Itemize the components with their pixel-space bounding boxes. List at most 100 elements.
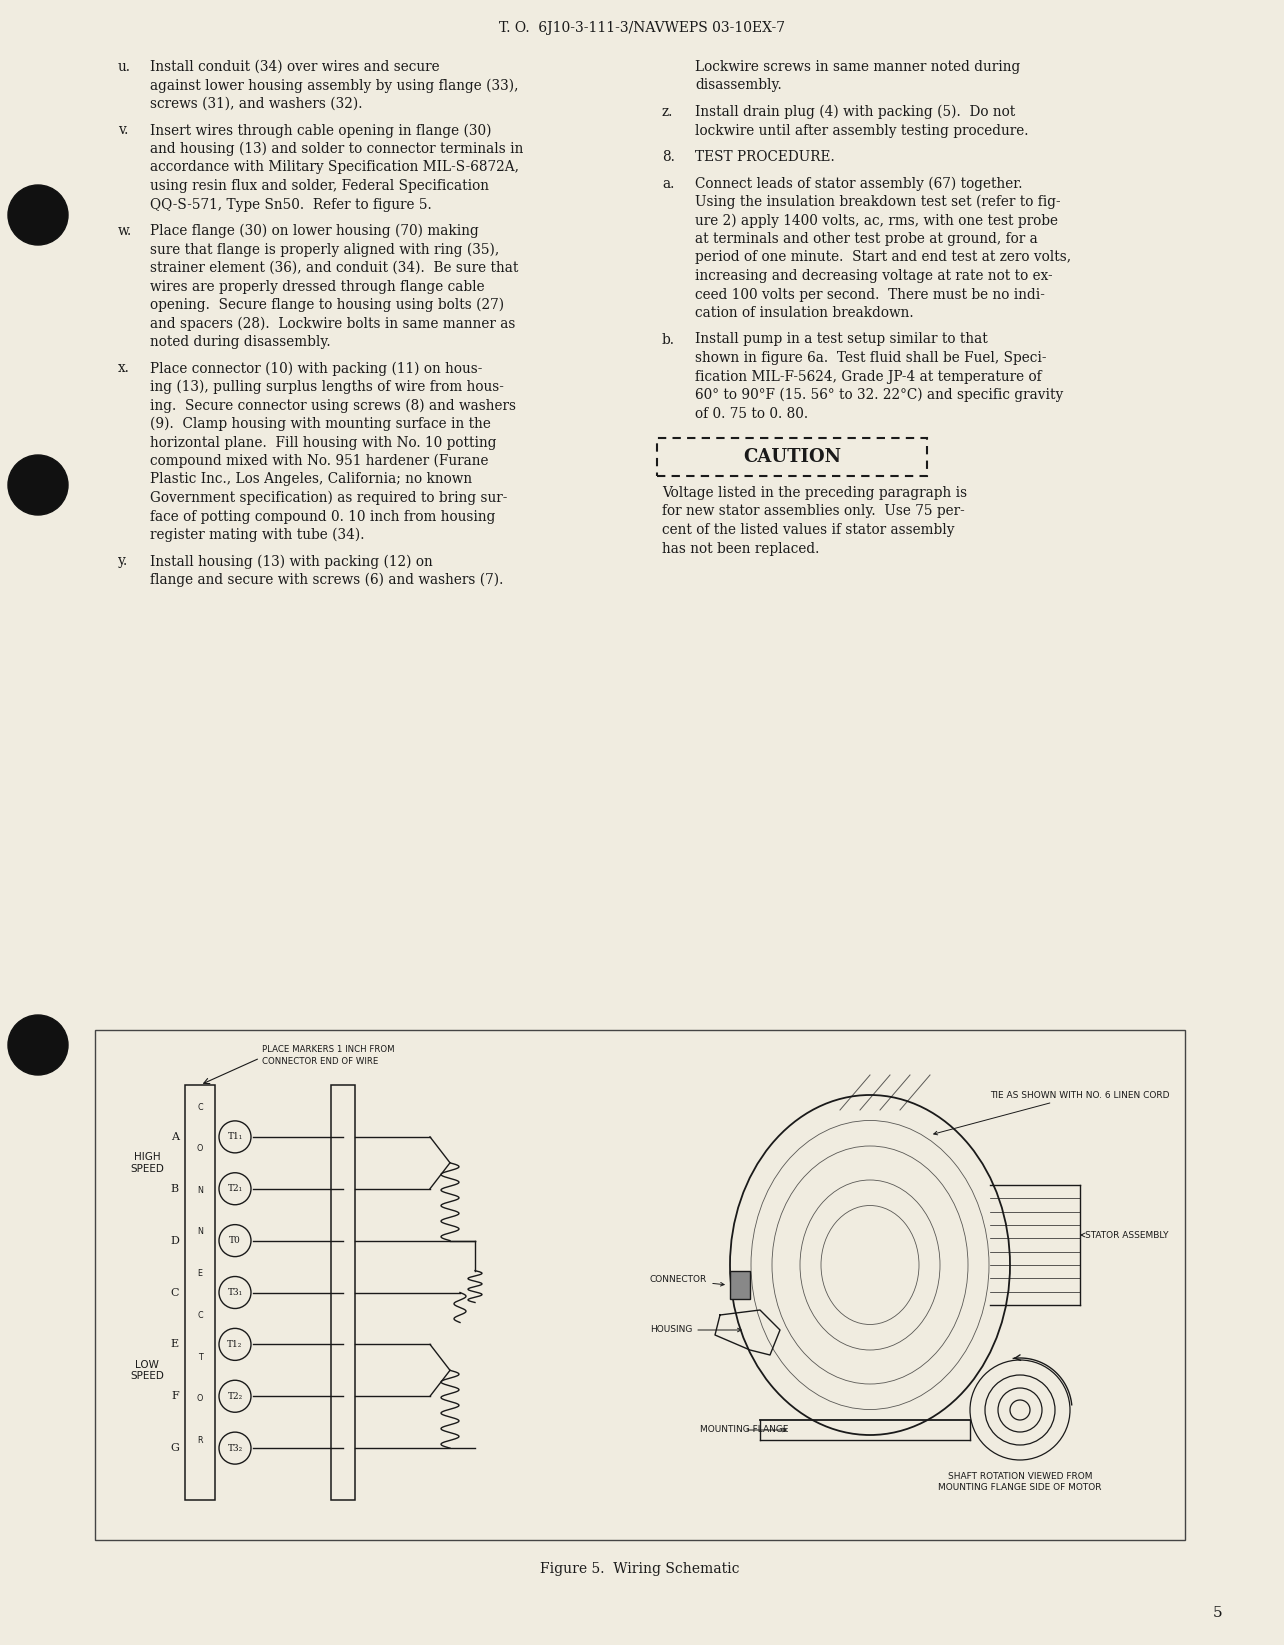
- Text: O: O: [196, 1145, 203, 1153]
- Text: T3₂: T3₂: [227, 1444, 243, 1453]
- FancyBboxPatch shape: [95, 1030, 1185, 1540]
- Text: QQ-S-571, Type Sn50.  Refer to figure 5.: QQ-S-571, Type Sn50. Refer to figure 5.: [150, 197, 431, 212]
- Text: and housing (13) and solder to connector terminals in: and housing (13) and solder to connector…: [150, 141, 524, 156]
- Text: Connect leads of stator assembly (67) together.: Connect leads of stator assembly (67) to…: [695, 176, 1022, 191]
- Text: u.: u.: [118, 59, 131, 74]
- Text: Install drain plug (4) with packing (5).  Do not: Install drain plug (4) with packing (5).…: [695, 105, 1016, 120]
- Circle shape: [220, 1329, 250, 1360]
- Text: Place connector (10) with packing (11) on hous-: Place connector (10) with packing (11) o…: [150, 362, 483, 377]
- Text: C: C: [198, 1102, 203, 1112]
- Circle shape: [220, 1277, 250, 1308]
- Text: T: T: [198, 1352, 203, 1362]
- Text: TEST PROCEDURE.: TEST PROCEDURE.: [695, 150, 835, 164]
- Text: z.: z.: [663, 105, 673, 118]
- Text: Voltage listed in the preceding paragraph is: Voltage listed in the preceding paragrap…: [663, 485, 967, 500]
- Text: A: A: [171, 1132, 178, 1142]
- Text: Using the insulation breakdown test set (refer to fig-: Using the insulation breakdown test set …: [695, 196, 1061, 209]
- Text: T1₁: T1₁: [227, 1132, 243, 1142]
- Text: v.: v.: [118, 123, 128, 138]
- Text: Government specification) as required to bring sur-: Government specification) as required to…: [150, 490, 507, 505]
- Text: strainer element (36), and conduit (34).  Be sure that: strainer element (36), and conduit (34).…: [150, 262, 519, 275]
- Text: D: D: [169, 1235, 178, 1245]
- Text: O: O: [196, 1395, 203, 1403]
- Text: TIE AS SHOWN WITH NO. 6 LINEN CORD: TIE AS SHOWN WITH NO. 6 LINEN CORD: [933, 1091, 1170, 1135]
- Text: T. O.  6J10-3-111-3/NAVWEPS 03-10EX-7: T. O. 6J10-3-111-3/NAVWEPS 03-10EX-7: [499, 21, 785, 35]
- Text: ing.  Secure connector using screws (8) and washers: ing. Secure connector using screws (8) a…: [150, 398, 516, 413]
- Text: R: R: [198, 1436, 203, 1444]
- Text: PLACE MARKERS 1 INCH FROM: PLACE MARKERS 1 INCH FROM: [262, 1046, 394, 1054]
- Text: against lower housing assembly by using flange (33),: against lower housing assembly by using …: [150, 79, 519, 92]
- Text: T0: T0: [229, 1235, 241, 1245]
- Text: CONNECTOR END OF WIRE: CONNECTOR END OF WIRE: [262, 1058, 379, 1066]
- Text: opening.  Secure flange to housing using bolts (27): opening. Secure flange to housing using …: [150, 298, 505, 313]
- Text: a.: a.: [663, 176, 674, 191]
- Text: face of potting compound 0. 10 inch from housing: face of potting compound 0. 10 inch from…: [150, 510, 496, 523]
- Text: Insert wires through cable opening in flange (30): Insert wires through cable opening in fl…: [150, 123, 492, 138]
- FancyBboxPatch shape: [185, 1086, 214, 1500]
- Circle shape: [220, 1433, 250, 1464]
- Text: for new stator assemblies only.  Use 75 per-: for new stator assemblies only. Use 75 p…: [663, 505, 964, 518]
- Text: C: C: [198, 1311, 203, 1319]
- Circle shape: [8, 456, 68, 515]
- Text: E: E: [171, 1339, 178, 1349]
- Text: B: B: [171, 1184, 178, 1194]
- Text: disassembly.: disassembly.: [695, 79, 782, 92]
- Text: sure that flange is properly aligned with ring (35),: sure that flange is properly aligned wit…: [150, 242, 499, 257]
- Text: 8.: 8.: [663, 150, 675, 164]
- Text: screws (31), and washers (32).: screws (31), and washers (32).: [150, 97, 362, 110]
- Text: 5: 5: [1213, 1606, 1222, 1620]
- Text: shown in figure 6a.  Test fluid shall be Fuel, Speci-: shown in figure 6a. Test fluid shall be …: [695, 350, 1046, 365]
- Text: at terminals and other test probe at ground, for a: at terminals and other test probe at gro…: [695, 232, 1037, 247]
- Text: accordance with Military Specification MIL-S-6872A,: accordance with Military Specification M…: [150, 161, 519, 174]
- Text: cation of insulation breakdown.: cation of insulation breakdown.: [695, 306, 914, 321]
- Circle shape: [220, 1380, 250, 1413]
- Text: y.: y.: [118, 554, 128, 569]
- Circle shape: [8, 1015, 68, 1074]
- Text: LOW
SPEED: LOW SPEED: [130, 1359, 164, 1382]
- Text: noted during disassembly.: noted during disassembly.: [150, 336, 330, 349]
- Text: has not been replaced.: has not been replaced.: [663, 541, 819, 556]
- Text: SHAFT ROTATION VIEWED FROM: SHAFT ROTATION VIEWED FROM: [948, 1472, 1093, 1480]
- Text: horizontal plane.  Fill housing with No. 10 potting: horizontal plane. Fill housing with No. …: [150, 436, 497, 449]
- Text: HIGH
SPEED: HIGH SPEED: [130, 1152, 164, 1173]
- Text: T3₁: T3₁: [227, 1288, 243, 1296]
- Text: MOUNTING FLANGE: MOUNTING FLANGE: [700, 1426, 788, 1434]
- Text: C: C: [171, 1288, 178, 1298]
- Circle shape: [220, 1173, 250, 1204]
- Text: G: G: [169, 1443, 178, 1453]
- Text: (9).  Clamp housing with mounting surface in the: (9). Clamp housing with mounting surface…: [150, 416, 490, 431]
- Text: ing (13), pulling surplus lengths of wire from hous-: ing (13), pulling surplus lengths of wir…: [150, 380, 503, 395]
- Text: of 0. 75 to 0. 80.: of 0. 75 to 0. 80.: [695, 406, 808, 421]
- Text: increasing and decreasing voltage at rate not to ex-: increasing and decreasing voltage at rat…: [695, 270, 1053, 283]
- Text: period of one minute.  Start and end test at zero volts,: period of one minute. Start and end test…: [695, 250, 1071, 265]
- Text: Install housing (13) with packing (12) on: Install housing (13) with packing (12) o…: [150, 554, 433, 569]
- Text: CONNECTOR: CONNECTOR: [650, 1275, 724, 1286]
- Text: E: E: [198, 1270, 203, 1278]
- Text: Install conduit (34) over wires and secure: Install conduit (34) over wires and secu…: [150, 59, 439, 74]
- Text: STATOR ASSEMBLY: STATOR ASSEMBLY: [1081, 1230, 1168, 1239]
- Text: compound mixed with No. 951 hardener (Furane: compound mixed with No. 951 hardener (Fu…: [150, 454, 488, 469]
- Text: HOUSING: HOUSING: [650, 1326, 741, 1334]
- Text: flange and secure with screws (6) and washers (7).: flange and secure with screws (6) and wa…: [150, 572, 503, 587]
- Text: b.: b.: [663, 332, 675, 347]
- Text: using resin flux and solder, Federal Specification: using resin flux and solder, Federal Spe…: [150, 179, 489, 192]
- Text: w.: w.: [118, 224, 132, 239]
- Text: x.: x.: [118, 362, 130, 375]
- Text: Place flange (30) on lower housing (70) making: Place flange (30) on lower housing (70) …: [150, 224, 479, 239]
- Text: T2₂: T2₂: [227, 1392, 243, 1402]
- FancyBboxPatch shape: [331, 1086, 354, 1500]
- FancyBboxPatch shape: [731, 1272, 750, 1300]
- Text: Lockwire screws in same manner noted during: Lockwire screws in same manner noted dur…: [695, 59, 1021, 74]
- Text: N: N: [196, 1227, 203, 1237]
- Text: T1₂: T1₂: [227, 1341, 243, 1349]
- Text: ceed 100 volts per second.  There must be no indi-: ceed 100 volts per second. There must be…: [695, 288, 1045, 301]
- Text: fication MIL-F-5624, Grade JP-4 at temperature of: fication MIL-F-5624, Grade JP-4 at tempe…: [695, 370, 1041, 383]
- Text: MOUNTING FLANGE SIDE OF MOTOR: MOUNTING FLANGE SIDE OF MOTOR: [939, 1484, 1102, 1492]
- Circle shape: [8, 184, 68, 245]
- Text: Plastic Inc., Los Angeles, California; no known: Plastic Inc., Los Angeles, California; n…: [150, 472, 473, 487]
- Text: 60° to 90°F (15. 56° to 32. 22°C) and specific gravity: 60° to 90°F (15. 56° to 32. 22°C) and sp…: [695, 388, 1063, 403]
- Circle shape: [220, 1120, 250, 1153]
- Text: Figure 5.  Wiring Schematic: Figure 5. Wiring Schematic: [541, 1563, 740, 1576]
- Text: F: F: [171, 1392, 178, 1402]
- Text: cent of the listed values if stator assembly: cent of the listed values if stator asse…: [663, 523, 954, 536]
